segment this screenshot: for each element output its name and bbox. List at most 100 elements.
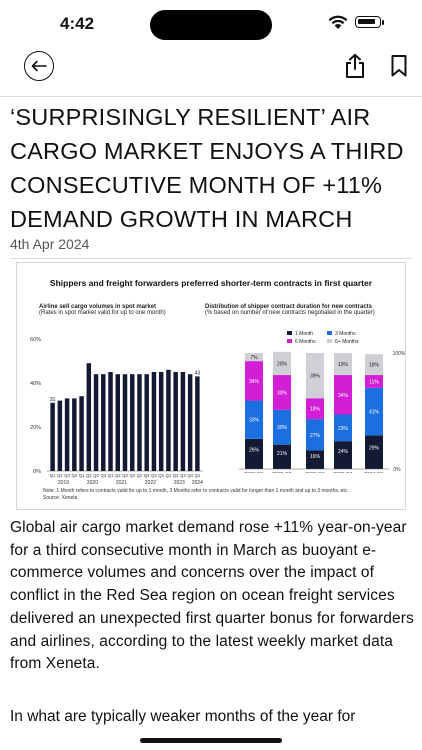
segment-data-label: 39% bbox=[310, 374, 321, 380]
quarter-tick-label: Q3 bbox=[64, 473, 70, 478]
status-time: 4:42 bbox=[60, 14, 95, 33]
segment-data-label: 24% bbox=[338, 449, 349, 455]
segment-data-label: 11% bbox=[369, 379, 379, 385]
x-tick-label: 2023 Q2 bbox=[272, 472, 291, 473]
stack-segment bbox=[245, 438, 263, 469]
segment-data-label: 34% bbox=[249, 379, 260, 385]
quarter-tick-label: Q4 bbox=[158, 473, 164, 478]
legend-label: 1 Month bbox=[295, 331, 313, 337]
bar bbox=[50, 402, 55, 471]
segment-data-label: 7% bbox=[250, 355, 258, 361]
quarter-tick-label: Q4 bbox=[72, 473, 78, 478]
nav-bar bbox=[0, 46, 422, 90]
x-tick-label: 2023 Q4 bbox=[333, 472, 352, 473]
bar bbox=[144, 374, 149, 471]
bar bbox=[158, 372, 164, 471]
segment-data-label: 29% bbox=[369, 445, 380, 451]
segment-data-label: 23% bbox=[338, 426, 349, 432]
share-icon[interactable] bbox=[344, 53, 366, 79]
legend-swatch bbox=[287, 339, 292, 343]
bar bbox=[115, 374, 121, 471]
segment-data-label: 33% bbox=[249, 418, 260, 424]
legend-label: 6+ Months bbox=[335, 339, 359, 345]
stack-segment bbox=[306, 450, 324, 469]
quarter-tick-label: Q3 bbox=[93, 473, 99, 478]
year-tick-label: 2022 bbox=[145, 480, 156, 486]
segment-data-label: 21% bbox=[277, 451, 288, 457]
quarter-tick-label: Q1 bbox=[79, 473, 85, 478]
bookmark-icon[interactable] bbox=[390, 54, 408, 78]
quarter-tick-label: Q2 bbox=[144, 473, 150, 478]
right-chart-subtitle: (% based on number of new contracts nego… bbox=[205, 310, 375, 316]
segment-data-label: 27% bbox=[310, 433, 321, 439]
segment-data-label: 19% bbox=[338, 362, 349, 368]
bar bbox=[180, 372, 186, 471]
segment-data-label: 16% bbox=[310, 454, 321, 460]
bar bbox=[195, 376, 200, 471]
y-tick-label: 0% bbox=[393, 467, 401, 473]
stack-segment bbox=[306, 419, 324, 451]
stack-segment bbox=[245, 353, 263, 362]
bar bbox=[173, 372, 178, 471]
quarter-tick-label: Q1 bbox=[50, 473, 56, 478]
figure-title: Shippers and freight forwarders preferre… bbox=[49, 278, 373, 288]
stack-segment bbox=[273, 444, 291, 469]
data-label: 43 bbox=[195, 370, 201, 376]
quarter-tick-label: Q4 bbox=[100, 473, 106, 478]
quarter-tick-label: Q3 bbox=[122, 473, 128, 478]
bar bbox=[187, 374, 193, 471]
stack-segment bbox=[334, 414, 352, 442]
segment-data-label: 20% bbox=[277, 361, 288, 367]
bar bbox=[151, 372, 157, 471]
quarter-tick-label: Q1 bbox=[108, 473, 114, 478]
header-divider bbox=[0, 96, 422, 97]
back-button[interactable] bbox=[24, 51, 54, 81]
status-bar: 4:42 bbox=[0, 0, 422, 46]
year-tick-label: 2020 bbox=[87, 480, 98, 486]
stack-segment bbox=[306, 353, 324, 399]
segment-data-label: 18% bbox=[310, 407, 321, 413]
quarter-tick-label: Q4 bbox=[187, 473, 193, 478]
right-chart-title: Distribution of shipper contract duratio… bbox=[205, 304, 373, 310]
quarter-tick-label: Q2 bbox=[173, 473, 179, 478]
bar bbox=[79, 396, 84, 471]
segment-data-label: 34% bbox=[338, 393, 349, 399]
bar bbox=[64, 398, 70, 471]
stack-segment bbox=[245, 400, 263, 439]
dynamic-island bbox=[150, 10, 272, 40]
quarter-tick-label: Q3 bbox=[151, 473, 157, 478]
data-label: 31 bbox=[50, 397, 56, 403]
legend-swatch bbox=[287, 331, 292, 335]
y-tick-label: 60% bbox=[30, 337, 41, 343]
x-tick-label: 2024 Q1 bbox=[364, 472, 383, 473]
segment-data-label: 41% bbox=[369, 410, 380, 416]
legend-label: 3 Months bbox=[335, 331, 356, 337]
stack-segment bbox=[334, 375, 352, 415]
y-tick-label: 20% bbox=[30, 425, 41, 431]
segment-data-label: 30% bbox=[277, 425, 288, 431]
stack-segment bbox=[334, 441, 352, 469]
stack-segment bbox=[365, 375, 383, 388]
bar bbox=[122, 374, 128, 471]
quarter-tick-label: Q2 bbox=[57, 473, 63, 478]
wifi-icon bbox=[328, 15, 348, 29]
quarter-tick-label: Q3 bbox=[180, 473, 186, 478]
stack-segment bbox=[306, 398, 324, 420]
article-date: 4th Apr 2024 bbox=[10, 236, 90, 252]
legend-swatch bbox=[327, 339, 332, 343]
segment-data-label: 30% bbox=[277, 390, 288, 396]
segment-data-label: 26% bbox=[249, 448, 260, 454]
legend-label: 6 Months bbox=[295, 339, 316, 345]
bar bbox=[86, 363, 92, 471]
article-figure: Shippers and freight forwarders preferre… bbox=[16, 262, 406, 510]
x-tick-label: 2023 Q3 bbox=[305, 472, 324, 473]
stack-segment bbox=[365, 387, 383, 436]
figure-source: Source: Xeneta bbox=[43, 495, 78, 501]
bar bbox=[93, 374, 99, 471]
legend-swatch bbox=[327, 331, 332, 335]
contract-duration-chart: 1 Month 3 Months 6 Months 6+ Months 100% 0% 26… bbox=[239, 331, 405, 473]
year-tick-label: 2023 bbox=[174, 480, 185, 486]
year-tick-label: 2021 bbox=[116, 480, 127, 486]
article-paragraph-1: Global air cargo market demand rose +11%… bbox=[10, 519, 414, 673]
stack-segment bbox=[245, 361, 263, 401]
